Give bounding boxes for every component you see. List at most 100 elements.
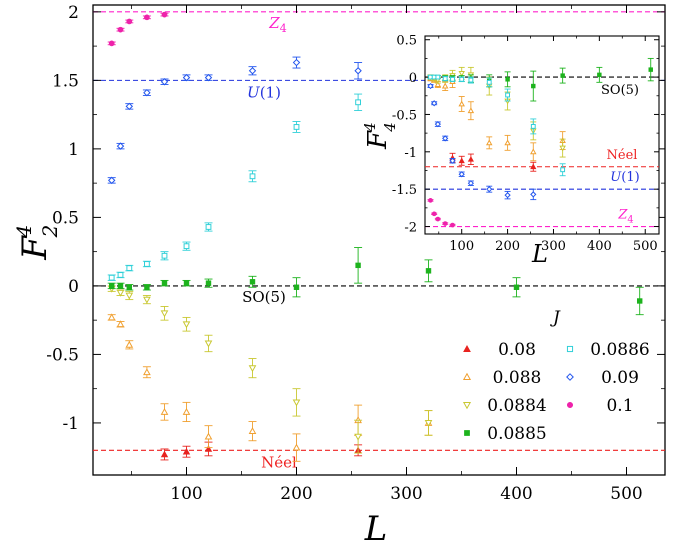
data-point <box>143 296 151 304</box>
x-tick-label: 300 <box>541 239 566 254</box>
series-0.1 <box>107 11 169 47</box>
legend-label: 0.0885 <box>487 424 546 444</box>
data-point <box>424 420 433 427</box>
x-tick-label: 500 <box>633 239 658 254</box>
reference-line-label: SO(5) <box>601 83 639 98</box>
inset-axis-ticks: 100 200 300 400 500 0.5 0 -0.5 -1 -1.5 -2 <box>392 34 659 254</box>
y-tick-label: -1 <box>62 414 79 434</box>
data-point <box>108 274 115 281</box>
data-point <box>204 340 213 348</box>
data-point <box>434 121 441 128</box>
data-point <box>160 78 169 86</box>
data-point <box>530 148 537 155</box>
legend-title: J <box>550 308 561 328</box>
data-point <box>354 433 362 441</box>
legend: J 0.08 0.088 0.0884 0.0885 0.0886 0.09 0.1 <box>462 308 650 444</box>
legend-label: 0.09 <box>601 368 639 388</box>
data-point <box>468 77 474 83</box>
data-point <box>249 173 256 180</box>
data-point <box>434 81 442 87</box>
y-tick-label: 1 <box>68 140 79 160</box>
data-point <box>205 224 212 230</box>
data-point <box>116 320 125 328</box>
data-point <box>126 18 133 25</box>
data-point <box>248 67 257 75</box>
data-point <box>597 72 602 78</box>
data-point <box>467 180 474 187</box>
data-point <box>559 145 566 152</box>
series-0.0885 <box>107 247 644 316</box>
data-point <box>249 279 256 285</box>
legend-label: 0.088 <box>493 368 542 388</box>
x-tick-label: 100 <box>449 239 474 254</box>
data-point <box>144 261 150 267</box>
data-point <box>126 265 133 271</box>
data-point <box>505 77 510 82</box>
inset-data-series <box>427 57 654 228</box>
data-point <box>467 156 474 162</box>
x-tick-label: 200 <box>495 239 520 254</box>
inset-reference-lines: SO(5) Néel U(1) Z4 <box>425 76 659 228</box>
legend-item: 0.1 <box>566 396 634 416</box>
data-point <box>116 289 125 297</box>
main-y-axis-title: F 2 4 <box>12 225 62 261</box>
x-tick-label: 500 <box>610 484 642 504</box>
data-point <box>530 163 537 170</box>
data-point <box>431 211 437 217</box>
data-point <box>160 310 169 318</box>
data-point <box>205 280 212 286</box>
data-point <box>293 284 300 290</box>
data-point <box>292 58 301 67</box>
data-point <box>108 40 115 47</box>
y-tick-label: -1.5 <box>392 183 417 198</box>
y-tick-label: 0.5 <box>396 34 417 49</box>
legend-label: 0.0884 <box>487 396 546 416</box>
data-point <box>435 216 441 222</box>
data-point <box>530 123 536 129</box>
data-point <box>125 340 134 348</box>
data-point <box>458 171 465 178</box>
data-point <box>248 427 257 435</box>
data-point <box>292 399 301 407</box>
y-tick-label: 0 <box>68 277 79 297</box>
data-point <box>636 298 643 304</box>
data-point <box>560 167 566 173</box>
data-point <box>117 272 124 278</box>
y-tick-label: -0.5 <box>46 345 79 365</box>
data-point <box>161 280 168 286</box>
data-point <box>204 432 213 440</box>
data-point <box>459 76 465 82</box>
data-point <box>126 284 133 290</box>
data-point <box>505 92 511 98</box>
y-tick-label: -2 <box>404 221 417 236</box>
legend-item: 0.0886 <box>566 340 650 360</box>
data-point <box>485 139 493 146</box>
x-tick-label: 300 <box>390 484 422 504</box>
data-point <box>107 176 116 185</box>
legend-item: 0.0884 <box>462 396 547 416</box>
legend-marker <box>566 373 574 381</box>
data-point <box>107 313 116 321</box>
data-point <box>161 252 168 259</box>
data-point <box>292 443 301 451</box>
svg-text:F: F <box>363 130 393 150</box>
main-data-series <box>107 11 644 462</box>
data-point <box>442 221 448 226</box>
legend-marker <box>464 430 470 436</box>
data-point <box>183 280 190 286</box>
data-point <box>486 79 492 85</box>
data-point <box>435 74 441 80</box>
data-point <box>458 100 465 107</box>
reference-line-label: U(1) <box>610 170 639 185</box>
legend-label: 0.0886 <box>590 340 649 360</box>
data-point <box>425 268 432 274</box>
data-point <box>182 407 191 415</box>
data-point <box>204 445 213 452</box>
legend-item: 0.088 <box>462 368 542 388</box>
svg-text:4: 4 <box>12 225 36 239</box>
main-axis-ticks: 100 200 300 400 500 2 1.5 1 0.5 0 -0.5 -1 <box>46 3 665 504</box>
data-point <box>428 198 433 203</box>
data-point <box>183 243 190 250</box>
data-point <box>182 321 191 329</box>
